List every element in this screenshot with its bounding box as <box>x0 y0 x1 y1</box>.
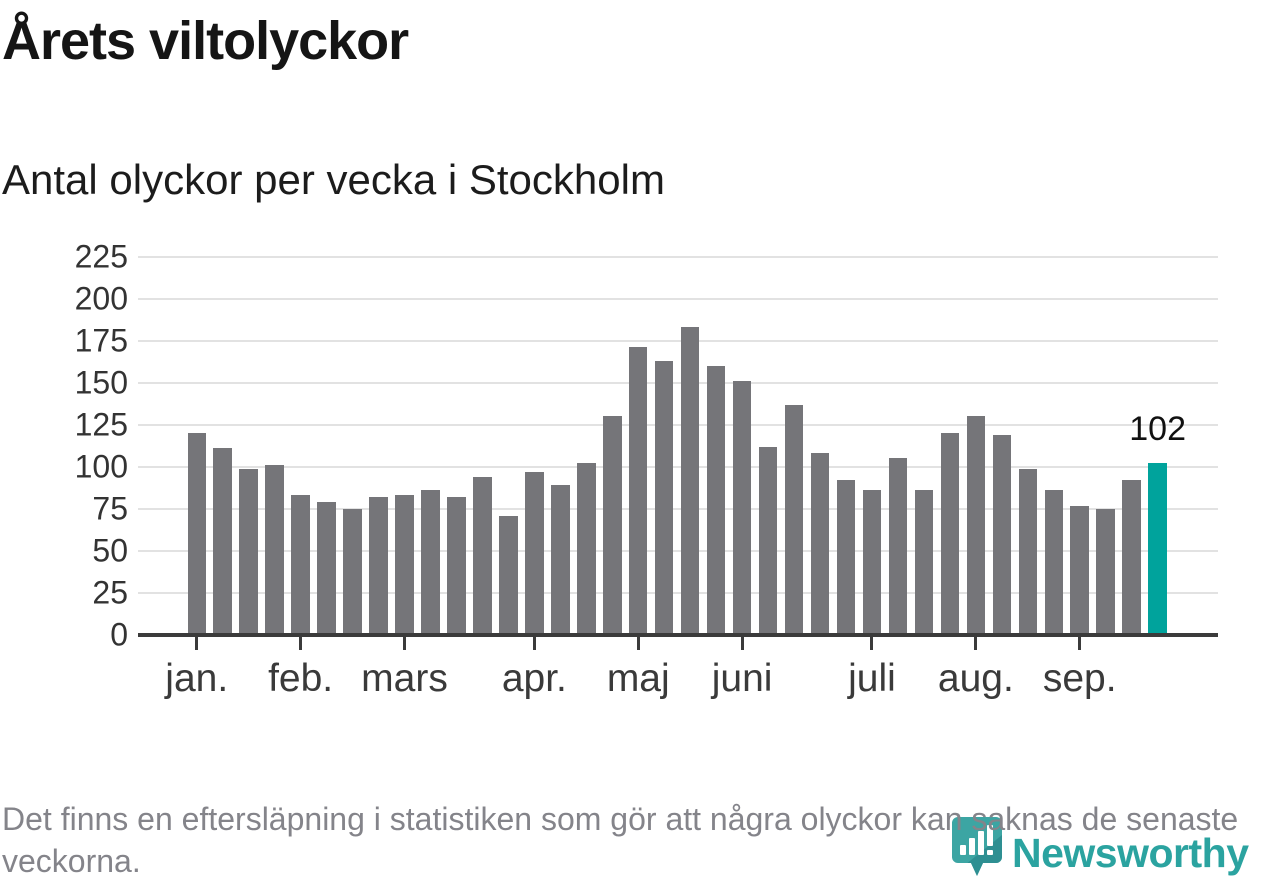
gridline-100 <box>138 465 1218 468</box>
x-axis-line <box>138 633 1218 637</box>
gridline-75 <box>138 507 1218 510</box>
bar-week-29 <box>914 490 934 635</box>
newsworthy-wordmark: Newsworthy <box>1012 830 1249 876</box>
x-axis-label-sep: sep. <box>1042 657 1117 700</box>
bar-week-7 <box>343 508 362 635</box>
gridline-150 <box>138 381 1218 384</box>
bar-chart-glyph <box>960 825 993 855</box>
x-axis-label-juli: juli <box>848 657 896 700</box>
bar-week-28 <box>888 458 908 635</box>
bar-week-22 <box>732 381 752 635</box>
x-tick-sep <box>1078 637 1082 650</box>
bar-week-16 <box>577 463 596 635</box>
x-tick-maj <box>636 637 640 650</box>
x-tick-juli <box>870 637 874 650</box>
bar-week-11 <box>447 497 466 635</box>
gridline-175 <box>138 339 1218 342</box>
x-axis-label-aug: aug. <box>937 657 1014 700</box>
y-axis-label-225: 225 <box>74 238 128 275</box>
bar-week-38-highlighted <box>1148 463 1167 635</box>
x-axis-label-jan: jan. <box>165 657 229 700</box>
bar-week-24 <box>784 404 804 635</box>
bar-week-5 <box>291 495 310 635</box>
bar-week-6 <box>317 502 336 635</box>
gridline-225 <box>138 255 1218 258</box>
gridline-25 <box>138 591 1218 594</box>
x-tick-apr <box>532 637 536 650</box>
bar-week-2 <box>213 448 232 635</box>
bar-week-26 <box>836 480 856 635</box>
x-axis-label-juni: juni <box>711 657 773 700</box>
y-axis-label-150: 150 <box>74 364 128 401</box>
last-bar-value-label: 102 <box>1129 410 1186 448</box>
x-axis-label-apr: apr. <box>501 657 567 700</box>
bar-week-12 <box>473 476 492 635</box>
x-axis-label-maj: maj <box>606 657 670 700</box>
newsworthy-pin-icon <box>952 817 1002 876</box>
x-tick-jan <box>195 637 199 650</box>
y-axis-label-25: 25 <box>92 574 128 611</box>
bar-week-23 <box>758 446 778 635</box>
bar-week-8 <box>369 497 388 635</box>
bar-week-13 <box>499 515 518 635</box>
bar-week-35 <box>1070 505 1089 635</box>
y-axis-label-75: 75 <box>92 490 128 527</box>
bar-week-31 <box>966 416 986 635</box>
bar-week-36 <box>1096 508 1115 635</box>
x-tick-mars <box>403 637 406 650</box>
bar-week-17 <box>603 416 622 635</box>
bar-week-1 <box>187 433 206 635</box>
bar-week-21 <box>706 365 726 635</box>
bar-week-33 <box>1018 468 1038 635</box>
x-axis-label-feb: feb. <box>268 657 334 700</box>
footer-note: Det finns en eftersläpning i statistiken… <box>2 801 1239 879</box>
bar-week-15 <box>551 485 570 635</box>
bar-week-34 <box>1044 490 1063 635</box>
bar-week-9 <box>395 495 414 635</box>
bar-week-25 <box>810 453 830 635</box>
x-tick-juni <box>740 637 744 650</box>
bar-week-3 <box>239 468 258 635</box>
bar-week-30 <box>940 433 960 635</box>
y-axis-label-175: 175 <box>74 322 128 359</box>
bar-week-32 <box>992 434 1012 635</box>
chart-subtitle: Antal olyckor per vecka i Stockholm <box>2 156 665 203</box>
bar-week-10 <box>421 490 440 635</box>
bar-week-14 <box>525 471 544 635</box>
y-axis-label-0: 0 <box>110 616 128 653</box>
bar-week-18 <box>628 347 648 635</box>
x-tick-feb <box>299 637 303 650</box>
x-tick-aug <box>974 637 978 650</box>
y-axis-label-200: 200 <box>74 280 128 317</box>
gridline-200 <box>138 297 1218 300</box>
y-axis-label-125: 125 <box>74 406 128 443</box>
bar-week-27 <box>862 490 882 635</box>
gridline-125 <box>138 423 1218 426</box>
page-title: Årets viltolyckor <box>2 11 409 71</box>
bar-week-20 <box>680 327 700 635</box>
y-axis-label-100: 100 <box>74 448 128 485</box>
gridline-50 <box>138 549 1218 552</box>
y-axis-label-50: 50 <box>92 532 128 569</box>
bar-week-19 <box>654 360 674 635</box>
bar-week-4 <box>265 465 284 635</box>
bar-week-37 <box>1122 480 1141 635</box>
x-axis-label-mars: mars <box>361 657 448 700</box>
